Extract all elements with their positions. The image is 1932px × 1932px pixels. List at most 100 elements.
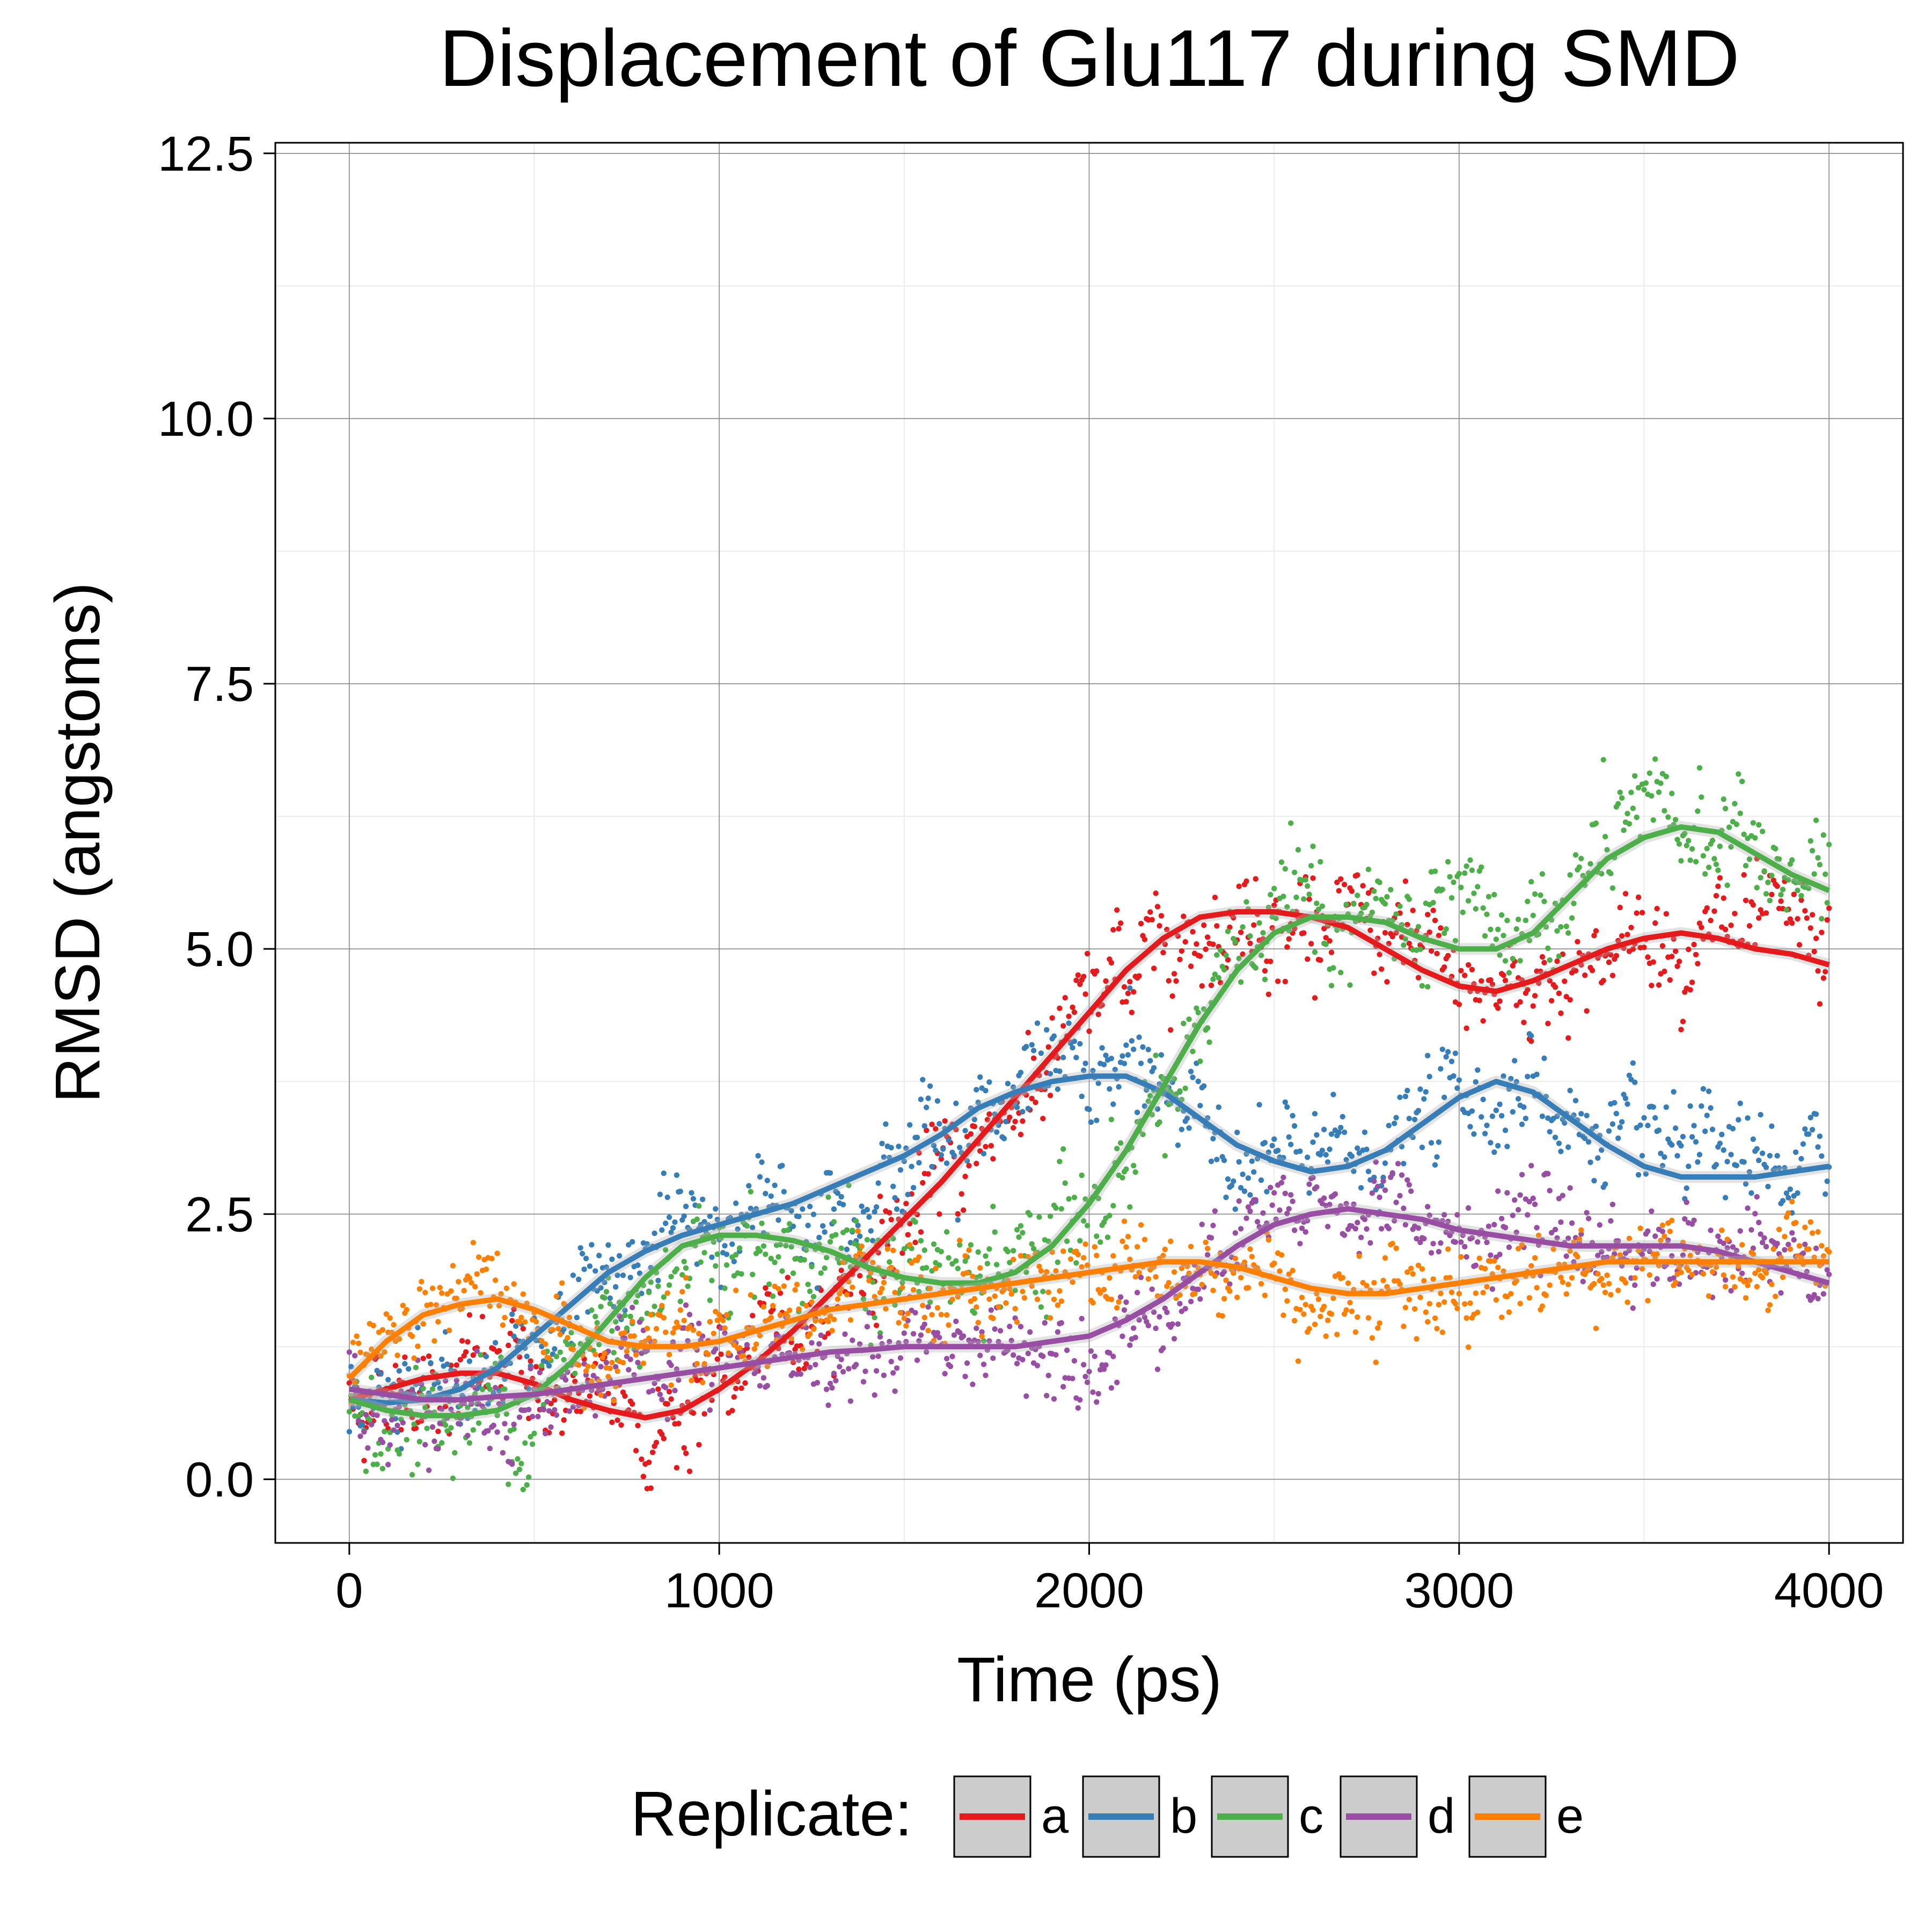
data-point — [1108, 1297, 1115, 1302]
data-points — [346, 756, 1832, 1492]
data-point — [574, 1314, 580, 1321]
data-point — [1443, 1229, 1449, 1235]
data-point — [875, 1250, 881, 1256]
data-point — [1498, 1216, 1505, 1221]
data-point — [1462, 1243, 1468, 1250]
data-point — [1278, 1180, 1285, 1185]
data-point — [1073, 977, 1079, 983]
data-point — [533, 1319, 539, 1324]
data-point — [1491, 891, 1497, 898]
data-point — [1593, 1326, 1599, 1331]
data-point — [1471, 890, 1477, 896]
data-point — [1062, 995, 1068, 1001]
data-point — [663, 1220, 669, 1226]
data-point — [568, 1330, 574, 1336]
data-point — [1088, 1348, 1094, 1354]
data-point — [864, 1206, 870, 1213]
data-point — [674, 1266, 680, 1272]
data-point — [1669, 1142, 1675, 1148]
data-point — [1696, 1152, 1703, 1158]
data-point — [511, 1281, 517, 1287]
data-point — [1426, 1301, 1432, 1307]
data-point — [1231, 1178, 1236, 1184]
data-point — [428, 1360, 434, 1366]
data-point — [465, 1339, 471, 1345]
data-point — [1038, 1304, 1044, 1310]
data-point — [927, 1083, 933, 1089]
data-point — [1195, 1078, 1201, 1085]
data-point — [1715, 883, 1721, 889]
data-point — [1759, 1150, 1766, 1157]
data-point — [1062, 1180, 1068, 1186]
data-point — [1340, 1114, 1345, 1119]
data-point — [422, 1290, 428, 1296]
data-point — [1367, 1240, 1373, 1246]
data-point — [857, 1273, 863, 1279]
data-point — [1802, 1224, 1808, 1231]
data-point — [1758, 1231, 1763, 1237]
data-point — [607, 1365, 613, 1371]
data-point — [378, 1371, 384, 1377]
data-point — [1414, 1336, 1419, 1342]
data-point — [478, 1352, 484, 1358]
data-point — [1513, 1230, 1519, 1235]
data-point — [1700, 1086, 1706, 1092]
data-point — [352, 1352, 358, 1359]
data-point — [1057, 1005, 1063, 1012]
data-point — [1739, 938, 1745, 943]
data-point — [1060, 1248, 1066, 1254]
data-point — [1375, 1325, 1381, 1331]
data-point — [1454, 1306, 1460, 1312]
data-point — [1699, 924, 1704, 931]
data-point — [1301, 930, 1307, 936]
data-point — [1377, 1194, 1382, 1201]
data-point — [1658, 1151, 1664, 1157]
data-point — [850, 1227, 855, 1233]
data-point — [1785, 1210, 1791, 1216]
data-point — [1684, 1199, 1689, 1205]
data-point — [503, 1411, 509, 1417]
data-point — [1451, 1073, 1457, 1079]
data-point — [1134, 1109, 1140, 1115]
data-point — [1752, 1211, 1758, 1217]
data-point — [1622, 1280, 1629, 1286]
data-point — [1654, 1251, 1660, 1257]
data-point — [1532, 1255, 1538, 1261]
data-point — [631, 1333, 637, 1339]
data-point — [1280, 1174, 1286, 1181]
data-point — [500, 1322, 506, 1328]
data-point — [1343, 1201, 1349, 1206]
data-point — [975, 1338, 981, 1344]
data-point — [1401, 942, 1407, 948]
data-point — [1243, 878, 1249, 884]
data-point — [453, 1378, 459, 1384]
data-point — [472, 1385, 478, 1391]
data-point — [657, 1392, 663, 1397]
data-point — [801, 1257, 807, 1263]
data-point — [1364, 1283, 1370, 1289]
data-point — [664, 1290, 670, 1296]
data-point — [796, 1306, 802, 1312]
data-point — [1819, 1153, 1825, 1159]
data-point — [1064, 1347, 1070, 1353]
data-point — [383, 1311, 389, 1317]
data-point — [1778, 1290, 1784, 1296]
data-point — [1565, 1282, 1571, 1287]
data-point — [453, 1382, 459, 1388]
data-point — [479, 1386, 486, 1393]
data-point — [1158, 913, 1165, 919]
data-point — [1265, 904, 1271, 911]
data-point — [1338, 876, 1344, 882]
data-point — [1025, 1029, 1031, 1036]
data-point — [1547, 957, 1553, 963]
data-point — [1676, 1264, 1682, 1270]
data-point — [988, 1143, 994, 1149]
data-point — [857, 1341, 863, 1347]
data-point — [779, 1351, 785, 1358]
data-point — [974, 1087, 979, 1093]
data-point — [1160, 1253, 1166, 1258]
data-point — [1606, 1128, 1612, 1134]
data-point — [1761, 1235, 1767, 1241]
data-point — [722, 1325, 728, 1331]
data-point — [1223, 952, 1229, 958]
